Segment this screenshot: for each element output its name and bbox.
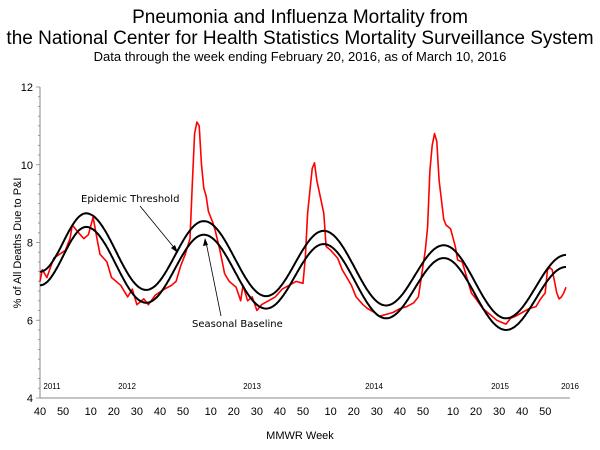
- x-tick-label: 20: [470, 406, 482, 418]
- x-tick-label: 40: [34, 406, 46, 418]
- x-tick-label: 40: [274, 406, 286, 418]
- y-tick-label: 4: [27, 393, 33, 405]
- x-axis-label: MMWR Week: [266, 430, 334, 442]
- x-tick-label: 40: [516, 406, 528, 418]
- year-label: 2013: [243, 382, 261, 391]
- x-tick-label: 50: [177, 406, 189, 418]
- year-label: 2016: [561, 382, 579, 391]
- x-tick-label: 30: [251, 406, 263, 418]
- y-tick-label: 6: [27, 315, 33, 327]
- chart-title-line2: the National Center for Health Statistic…: [6, 28, 594, 49]
- epidemic-threshold-annotation: Epidemic Threshold: [81, 194, 179, 205]
- x-tick-label: 20: [228, 406, 240, 418]
- y-tick-label: 10: [21, 160, 33, 172]
- x-tick-label: 30: [493, 406, 505, 418]
- year-label: 2014: [365, 382, 383, 391]
- chart-subtitle: Data through the week ending February 20…: [93, 49, 507, 64]
- x-tick-label: 50: [57, 406, 69, 418]
- year-label: 2012: [118, 382, 136, 391]
- epidemic-threshold-arrowhead: [171, 245, 178, 253]
- x-tick-label: 40: [394, 406, 406, 418]
- x-tick-label: 50: [539, 406, 551, 418]
- chart-title: Pneumonia and Influenza Mortality from: [132, 7, 468, 28]
- x-tick-label: 10: [447, 406, 459, 418]
- x-tick-label: 30: [371, 406, 383, 418]
- x-tick-label: 50: [417, 406, 429, 418]
- baseline-series-line: [39, 225, 566, 331]
- year-label: 2011: [43, 382, 61, 391]
- x-tick-label: 20: [348, 406, 360, 418]
- x-tick-label: 10: [205, 406, 217, 418]
- seasonal-baseline-arrow: [205, 241, 222, 317]
- seasonal-baseline-annotation: Seasonal Baseline: [192, 319, 283, 330]
- x-tick-label: 30: [131, 406, 143, 418]
- y-tick-label: 8: [27, 238, 33, 250]
- observed-series-line: [39, 121, 567, 325]
- x-tick-label: 40: [154, 406, 166, 418]
- x-tick-label: 10: [325, 406, 337, 418]
- epidemic-threshold-arrow: [139, 205, 177, 251]
- x-tick-label: 10: [85, 406, 97, 418]
- year-label: 2015: [491, 382, 509, 391]
- threshold-series-line: [39, 212, 567, 320]
- x-tick-label: 20: [108, 406, 120, 418]
- x-tick-label: 50: [297, 406, 309, 418]
- y-tick-label: 12: [21, 82, 33, 94]
- seasonal-baseline-arrowhead: [203, 238, 208, 246]
- y-axis-label: % of All Deaths Due to P&I: [12, 178, 24, 309]
